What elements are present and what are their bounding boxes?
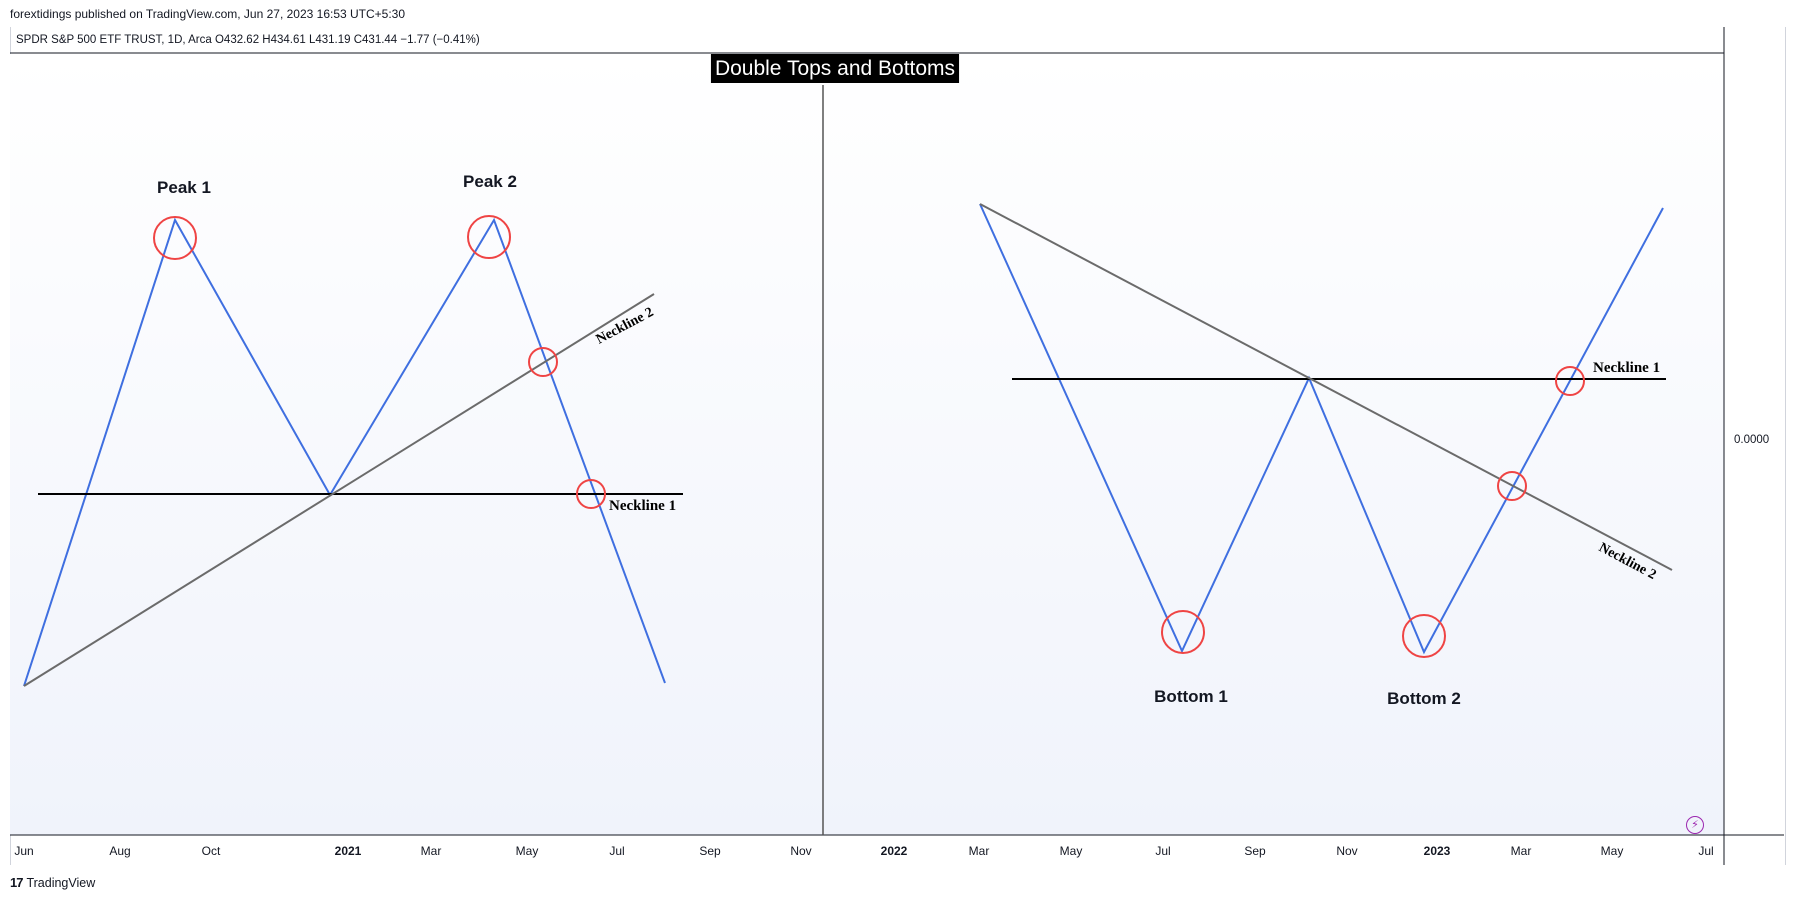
x-tick-label: May <box>1601 844 1624 858</box>
x-tick-label: May <box>516 844 539 858</box>
x-tick-label: Nov <box>790 844 811 858</box>
publish-line: forextidings published on TradingView.co… <box>10 7 406 21</box>
marker-circle <box>576 479 606 509</box>
x-tick-label: Sep <box>699 844 721 858</box>
x-tick-label: Jul <box>609 844 624 858</box>
marker-circle <box>153 216 197 260</box>
marker-circle <box>528 347 558 377</box>
x-tick-label: Jun <box>14 844 33 858</box>
x-tick-label: Aug <box>109 844 130 858</box>
x-tick-label: Jul <box>1698 844 1713 858</box>
tradingview-logo[interactable]: 17 TradingView <box>10 875 95 890</box>
marker-circle <box>467 215 511 259</box>
x-tick-label: Mar <box>969 844 990 858</box>
x-tick-label: Mar <box>421 844 442 858</box>
neckline-2-line <box>23 293 655 687</box>
lightning-icon[interactable]: ⚡ <box>1686 816 1704 834</box>
tradingview-mark-icon: 17 <box>10 875 24 890</box>
plot-background <box>10 54 1724 835</box>
x-tick-label: 2023 <box>1424 844 1451 858</box>
x-tick-label: Nov <box>1336 844 1357 858</box>
label-bottom-2: Bottom 2 <box>1387 689 1461 708</box>
marker-circle <box>1161 610 1205 654</box>
x-tick-label: 2021 <box>335 844 362 858</box>
x-tick-label: May <box>1060 844 1083 858</box>
marker-circle <box>1555 366 1585 396</box>
label-peak-1: Peak 1 <box>157 178 211 197</box>
x-tick-label: 2022 <box>881 844 908 858</box>
marker-circle <box>1497 471 1527 501</box>
x-tick-label: Oct <box>202 844 221 858</box>
neckline-2-line <box>979 203 1673 571</box>
label-neckline-1: Neckline 1 <box>1593 360 1660 376</box>
label-bottom-1: Bottom 1 <box>1154 687 1228 706</box>
x-tick-label: Jul <box>1155 844 1170 858</box>
symbol-info: SPDR S&P 500 ETF TRUST, 1D, Arca O432.62… <box>16 34 480 46</box>
marker-circle <box>1402 614 1446 658</box>
chart-title-box <box>710 54 960 83</box>
tradingview-logo-text: TradingView <box>26 875 96 890</box>
chart-title: Double Tops and Bottoms <box>715 57 955 80</box>
x-tick-label: Sep <box>1244 844 1266 858</box>
price-scale-label: 0.0000 <box>1734 434 1769 446</box>
label-neckline-1: Neckline 1 <box>609 498 676 514</box>
label-peak-2: Peak 2 <box>463 172 517 191</box>
x-tick-label: Mar <box>1511 844 1532 858</box>
